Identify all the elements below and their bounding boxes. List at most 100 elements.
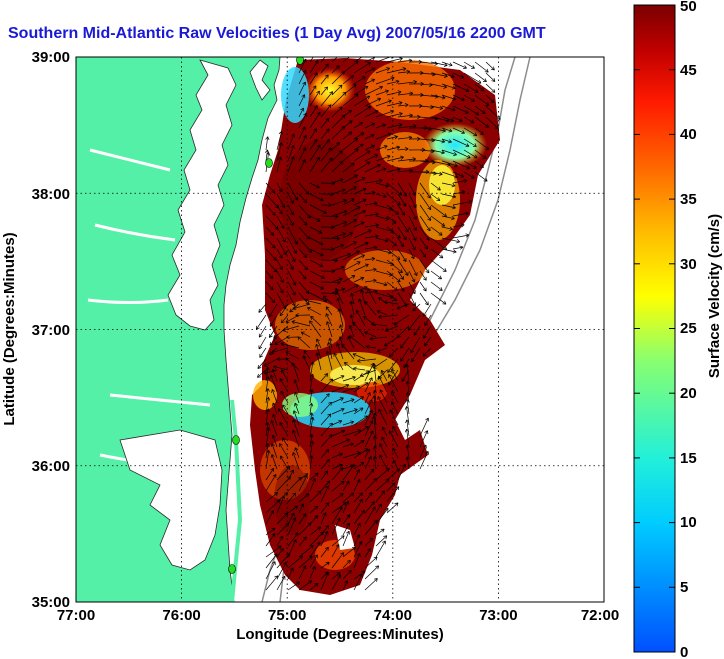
velocity-arrow-head bbox=[444, 268, 447, 272]
velocity-arrow-head bbox=[289, 567, 294, 571]
velocity-arrow bbox=[406, 419, 410, 437]
velocity-arrow bbox=[298, 112, 307, 129]
velocity-arrow-head bbox=[368, 62, 372, 66]
velocity-arrow-head bbox=[373, 556, 378, 559]
velocity-arrow-head bbox=[328, 393, 330, 398]
velocity-arrow bbox=[364, 279, 377, 283]
velocity-arrow-head bbox=[378, 375, 382, 379]
velocity-arrow-head bbox=[302, 565, 306, 568]
velocity-arrow-head bbox=[400, 289, 405, 292]
velocity-arrow-head bbox=[369, 537, 373, 540]
velocity-arrow bbox=[353, 229, 372, 239]
velocity-arrow-head bbox=[322, 512, 326, 516]
velocity-arrow bbox=[320, 449, 329, 459]
velocity-arrow-head bbox=[405, 380, 408, 385]
velocity-arrow-head bbox=[291, 320, 296, 322]
velocity-arrow-head bbox=[276, 358, 281, 362]
velocity-arrow-head bbox=[376, 578, 378, 582]
velocity-arrow-head bbox=[367, 288, 371, 291]
velocity-arrow bbox=[361, 289, 366, 305]
velocity-arrow-head bbox=[483, 110, 486, 114]
velocity-arrow-head bbox=[267, 136, 270, 141]
velocity-arrow-head bbox=[405, 456, 408, 461]
velocity-arrow-head bbox=[431, 140, 435, 143]
velocity-arrow bbox=[287, 259, 294, 270]
velocity-arrow-head bbox=[341, 397, 344, 402]
velocity-arrow bbox=[276, 292, 287, 310]
velocity-arrow bbox=[279, 455, 289, 470]
velocity-arrow bbox=[342, 93, 359, 107]
velocity-arrow-head bbox=[293, 379, 296, 384]
velocity-arrow bbox=[265, 545, 282, 558]
velocity-arrow bbox=[265, 149, 268, 162]
velocity-arrow-head bbox=[356, 60, 359, 65]
velocity-arrow bbox=[386, 168, 401, 173]
velocity-arrow-head bbox=[270, 467, 274, 471]
velocity-arrow-head bbox=[274, 575, 278, 578]
velocity-arrow-head bbox=[390, 109, 394, 112]
velocity-arrow-head bbox=[279, 290, 284, 294]
velocity-arrow-head bbox=[326, 313, 330, 316]
velocity-arrow-head bbox=[371, 323, 375, 327]
velocity-arrow-head bbox=[374, 412, 378, 417]
velocity-arrow-head bbox=[290, 469, 294, 473]
velocity-arrow-head bbox=[385, 330, 389, 332]
velocity-arrow bbox=[281, 369, 289, 382]
velocity-arrow bbox=[265, 553, 278, 569]
velocity-arrow-head bbox=[273, 189, 276, 193]
velocity-arrow-head bbox=[271, 246, 276, 249]
velocity-arrow bbox=[378, 375, 388, 393]
velocity-arrow bbox=[375, 292, 394, 298]
y-tick-label: 36:00 bbox=[32, 458, 70, 475]
velocity-arrow-head bbox=[352, 376, 356, 380]
velocity-arrow bbox=[294, 379, 300, 393]
velocity-arrow-head bbox=[307, 307, 310, 311]
velocity-arrow bbox=[364, 399, 373, 415]
velocity-arrow-head bbox=[373, 519, 378, 522]
velocity-arrow-head bbox=[341, 266, 345, 270]
velocity-arrow-head bbox=[337, 308, 340, 313]
velocity-arrow bbox=[258, 336, 267, 350]
velocity-arrow-head bbox=[307, 493, 310, 498]
velocity-arrow-head bbox=[366, 264, 369, 268]
colorbar-gradient bbox=[633, 4, 676, 653]
velocity-arrow-head bbox=[417, 114, 421, 118]
velocity-arrow-head bbox=[265, 388, 269, 392]
velocity-arrow-head bbox=[352, 546, 356, 548]
velocity-arrow bbox=[331, 253, 351, 261]
velocity-arrow-head bbox=[427, 196, 431, 199]
velocity-arrow-head bbox=[324, 63, 329, 66]
velocity-arrow bbox=[373, 395, 377, 415]
velocity-arrow-head bbox=[372, 395, 375, 400]
velocity-arrow bbox=[289, 303, 300, 313]
velocity-arrow bbox=[273, 325, 289, 339]
velocity-arrow bbox=[452, 224, 465, 228]
velocity-arrow bbox=[364, 578, 378, 591]
velocity-arrow bbox=[419, 451, 429, 470]
velocity-arrow bbox=[375, 57, 392, 63]
velocity-arrow-head bbox=[350, 314, 354, 318]
velocity-arrow bbox=[320, 422, 333, 437]
velocity-arrow-head bbox=[271, 389, 276, 392]
velocity-arrow-head bbox=[460, 118, 463, 122]
velocity-arrow-head bbox=[373, 289, 378, 292]
velocity-arrow bbox=[292, 419, 300, 437]
velocity-arrow bbox=[342, 443, 354, 448]
velocity-arrow bbox=[265, 270, 274, 279]
velocity-arrow-head bbox=[449, 62, 453, 66]
velocity-arrow-head bbox=[348, 109, 352, 112]
velocity-arrow bbox=[307, 307, 322, 316]
velocity-arrow bbox=[430, 61, 448, 66]
velocity-arrow-head bbox=[351, 421, 354, 425]
velocity-arrow-head bbox=[399, 58, 403, 62]
velocity-arrow-head bbox=[405, 230, 409, 233]
velocity-arrow bbox=[331, 278, 343, 283]
velocity-arrow bbox=[374, 456, 377, 470]
velocity-arrow bbox=[413, 325, 421, 336]
velocity-arrow-head bbox=[350, 232, 353, 237]
velocity-arrow-head bbox=[423, 314, 427, 317]
velocity-arrow-head bbox=[443, 76, 448, 78]
velocity-arrow bbox=[257, 369, 267, 378]
velocity-arrow bbox=[353, 440, 365, 448]
velocity-arrow bbox=[333, 353, 344, 371]
